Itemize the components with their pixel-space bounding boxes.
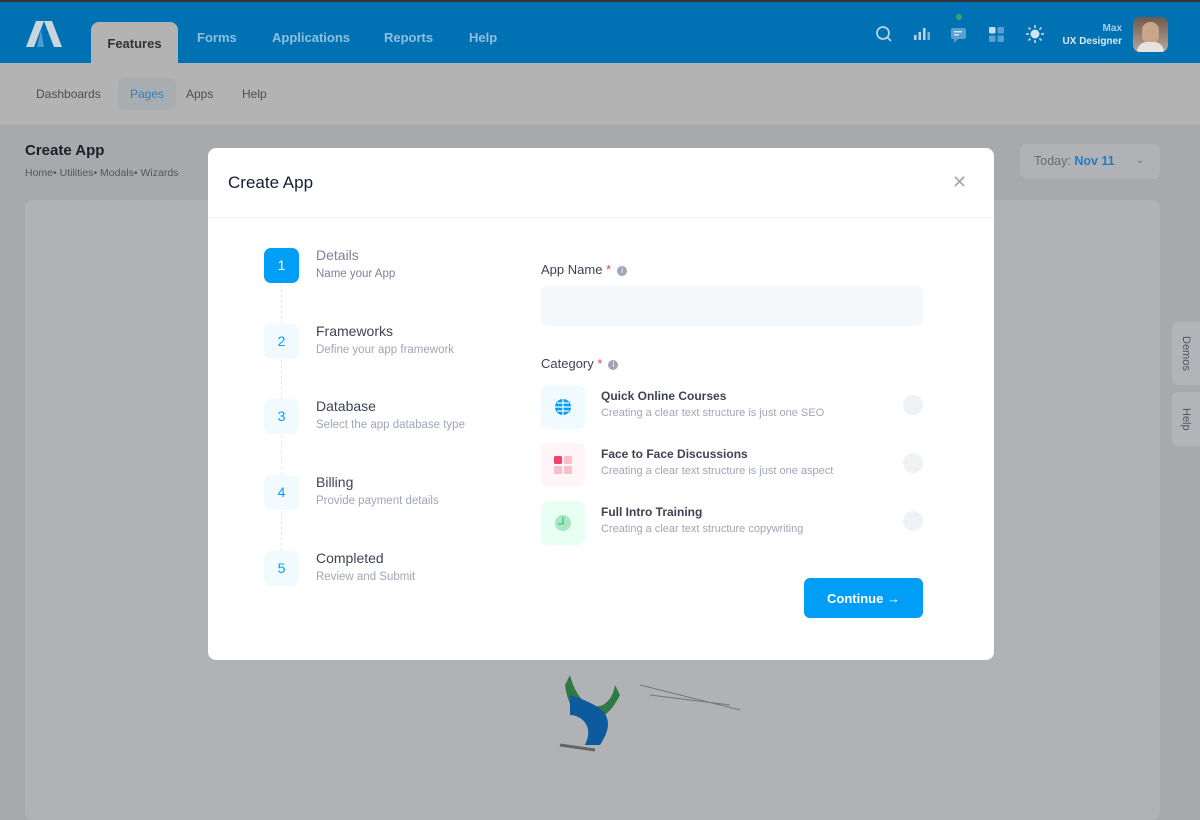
- notification-dot: [956, 14, 962, 20]
- create-app-modal: Create App ✕ 1 Details Name your App 2 Fram…: [208, 148, 994, 660]
- user-name: Max: [1102, 23, 1122, 34]
- step-connector: [281, 435, 282, 475]
- breadcrumb-item[interactable]: Utilities: [59, 167, 94, 179]
- category-label: Category * i: [541, 356, 619, 371]
- breadcrumb-item[interactable]: Home: [25, 167, 54, 179]
- modal-header: Create App ✕: [208, 148, 994, 218]
- sun-icon[interactable]: [1025, 24, 1045, 44]
- grid-icon: [541, 443, 585, 487]
- option-title: Quick Online Courses: [601, 389, 727, 403]
- option-radio[interactable]: [903, 511, 923, 531]
- today-label: Today:: [1034, 154, 1071, 168]
- step-desc: Review and Submit: [316, 571, 416, 583]
- tab-applications[interactable]: Applications: [272, 30, 351, 45]
- option-desc: Creating a clear text structure is just …: [601, 465, 834, 477]
- breadcrumb-item[interactable]: Modals: [100, 167, 134, 179]
- step-number: 2: [264, 324, 299, 359]
- subnav-apps[interactable]: Apps: [186, 87, 214, 101]
- tab-features[interactable]: Features: [91, 22, 178, 65]
- close-icon[interactable]: ✕: [952, 172, 968, 192]
- breadcrumb: Home• Utilities• Modals• Wizards: [25, 167, 179, 179]
- label-text: App Name: [541, 262, 603, 277]
- step-number: 1: [264, 248, 299, 283]
- category-option-training[interactable]: Full Intro Training Creating a clear tex…: [541, 501, 923, 545]
- required-mark: *: [606, 262, 612, 277]
- step-title: Frameworks: [316, 323, 394, 339]
- user-info[interactable]: Max UX Designer: [1063, 22, 1122, 48]
- step-desc: Name your App: [316, 268, 396, 280]
- continue-label: Continue: [827, 590, 884, 606]
- side-tab-demos[interactable]: Demos: [1172, 322, 1200, 385]
- option-radio[interactable]: [903, 395, 923, 415]
- step-title: Completed: [316, 550, 384, 566]
- search-icon[interactable]: [874, 24, 894, 44]
- subnav-pages[interactable]: Pages: [118, 78, 177, 110]
- user-role: UX Designer: [1062, 36, 1122, 47]
- subnav-dashboards[interactable]: Dashboards: [36, 87, 101, 101]
- chevron-down-icon: ⌄: [1135, 155, 1144, 166]
- tab-help[interactable]: Help: [469, 30, 498, 45]
- option-title: Face to Face Discussions: [601, 447, 748, 461]
- step-desc: Select the app database type: [316, 419, 465, 431]
- arrow-right-icon: →: [886, 590, 900, 606]
- option-radio[interactable]: [903, 453, 923, 473]
- breadcrumb-item[interactable]: Wizards: [140, 167, 179, 179]
- option-title: Full Intro Training: [601, 505, 703, 519]
- tab-reports[interactable]: Reports: [384, 30, 434, 45]
- option-desc: Creating a clear text structure copywrit…: [601, 523, 804, 535]
- step-title: Database: [316, 398, 376, 414]
- info-icon[interactable]: i: [608, 360, 619, 370]
- app-name-label: App Name * i: [541, 262, 628, 277]
- chart-icon[interactable]: [912, 24, 932, 44]
- step-number: 4: [264, 475, 299, 510]
- step-title: Billing: [316, 474, 354, 490]
- chat-icon[interactable]: [949, 24, 969, 44]
- step-connector: [281, 511, 282, 551]
- required-mark: *: [597, 356, 603, 371]
- logo-icon[interactable]: [24, 20, 64, 48]
- globe-icon: [541, 385, 585, 429]
- step-connector: [281, 284, 282, 324]
- clock-icon: [541, 501, 585, 545]
- category-option-courses[interactable]: Quick Online Courses Creating a clear te…: [541, 385, 923, 429]
- avatar[interactable]: [1133, 17, 1168, 52]
- step-desc: Provide payment details: [316, 495, 439, 507]
- continue-button[interactable]: Continue →: [804, 578, 923, 618]
- modal-title: Create App: [228, 173, 314, 192]
- category-option-discussions[interactable]: Face to Face Discussions Creating a clea…: [541, 443, 923, 487]
- step-title: Details: [316, 247, 359, 263]
- tab-forms[interactable]: Forms: [197, 30, 237, 45]
- step-desc: Define your app framework: [316, 344, 455, 356]
- label-text: Category: [541, 356, 594, 371]
- info-icon[interactable]: i: [617, 266, 628, 276]
- illustration: [559, 675, 741, 752]
- page-title: Create App: [25, 142, 105, 159]
- top-header: Features Forms Applications Reports Help…: [0, 0, 1200, 65]
- today-value: Nov 11: [1074, 154, 1115, 168]
- step-number: 3: [264, 399, 299, 434]
- app-name-input[interactable]: [541, 286, 923, 326]
- date-picker[interactable]: Today: Nov 11 ⌄: [1020, 144, 1160, 179]
- step-number: 5: [264, 551, 299, 586]
- grid-icon[interactable]: [987, 24, 1007, 44]
- subnav-help[interactable]: Help: [242, 87, 267, 101]
- sub-nav: Dashboards Pages Apps Help: [0, 63, 1200, 125]
- option-desc: Creating a clear text structure is just …: [601, 407, 825, 419]
- step-connector: [281, 360, 282, 400]
- side-tab-help[interactable]: Help: [1172, 392, 1200, 446]
